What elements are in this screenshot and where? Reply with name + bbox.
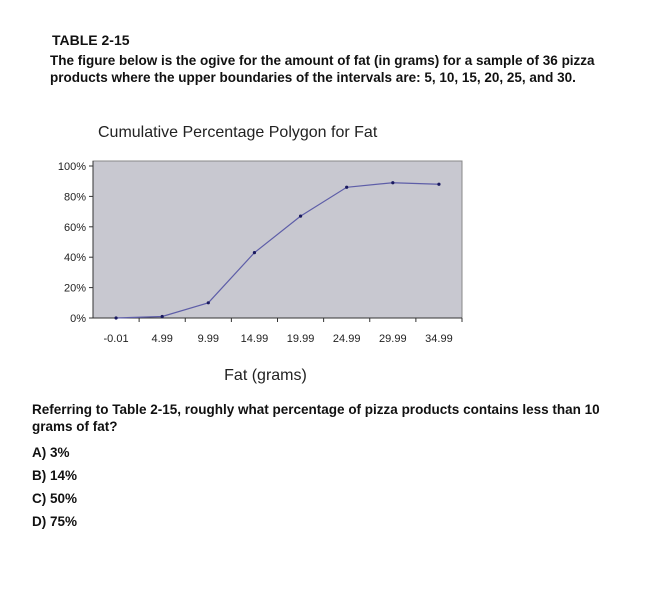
- ogive-chart: 0% 20% 40% 60% 80% 100% -0.01 4.99 9.99 14.99 19.9…: [58, 160, 463, 384]
- x-axis-label: Fat (grams): [224, 367, 307, 384]
- plot-area: [92, 160, 463, 319]
- y-tick-label: 20%: [64, 283, 86, 295]
- y-tick-label: 40%: [64, 252, 86, 264]
- choice-d[interactable]: D) 75%: [32, 514, 78, 529]
- data-point: [298, 214, 303, 218]
- question-text: Referring to Table 2-15, roughly what pe…: [32, 402, 600, 434]
- data-point: [437, 182, 441, 186]
- data-point: [206, 301, 210, 305]
- data-point: [114, 316, 118, 320]
- intro-text: The figure below is the ogive for the am…: [50, 53, 595, 85]
- x-tick-label: 29.99: [379, 333, 407, 345]
- data-point: [345, 185, 349, 189]
- choice-c[interactable]: C) 50%: [32, 491, 78, 506]
- x-tick-label: -0.01: [104, 333, 129, 345]
- y-tick-label: 0%: [70, 313, 86, 325]
- y-tick-label: 100%: [58, 161, 86, 173]
- x-tick-label: 19.99: [287, 333, 315, 345]
- table-title: TABLE 2-15: [52, 32, 130, 48]
- x-tick-label: 34.99: [425, 333, 453, 345]
- y-tick-label: 80%: [64, 191, 86, 203]
- x-tick-label: 24.99: [333, 333, 361, 345]
- choice-b[interactable]: B) 14%: [32, 468, 78, 483]
- choice-a[interactable]: A) 3%: [32, 445, 70, 460]
- data-point: [391, 181, 395, 185]
- data-point: [160, 314, 164, 319]
- series-line: [116, 182, 439, 319]
- y-tick-label: 60%: [64, 222, 86, 234]
- x-tick-label: 9.99: [198, 333, 219, 345]
- x-tick-label: 14.99: [241, 333, 269, 345]
- x-tick-label: 4.99: [151, 333, 172, 345]
- chart-title: Cumulative Percentage Polygon for Fat: [98, 124, 378, 141]
- data-point: [252, 251, 257, 255]
